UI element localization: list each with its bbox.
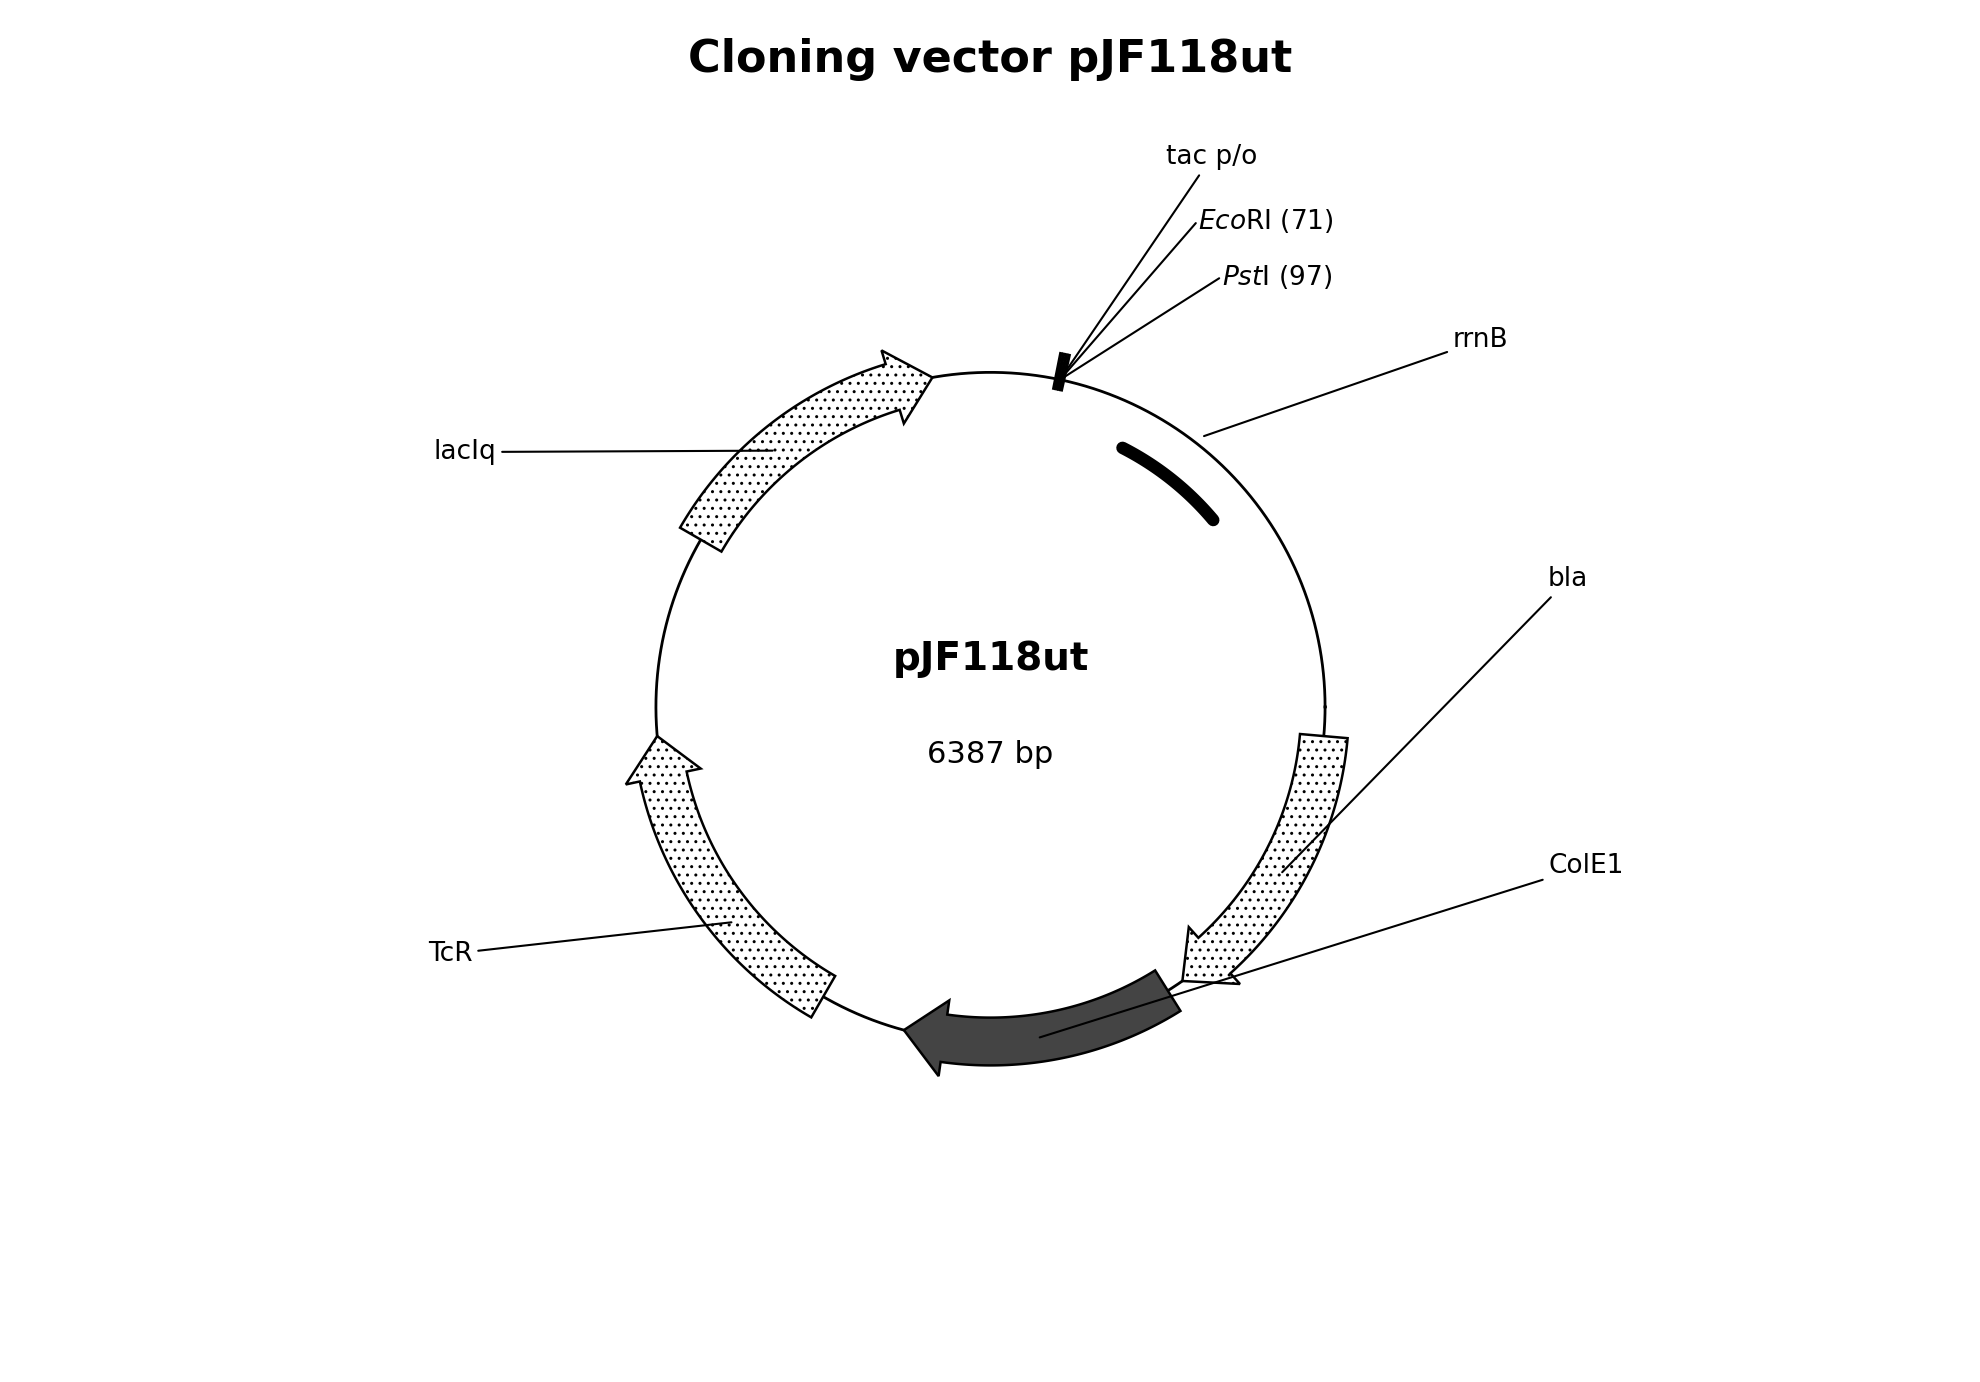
Text: $\it{Eco}$RI (71): $\it{Eco}$RI (71)	[1198, 207, 1333, 235]
Text: $\it{Pst}$I (97): $\it{Pst}$I (97)	[1222, 263, 1331, 290]
Text: lacIq: lacIq	[434, 439, 772, 464]
Text: tac p/o: tac p/o	[1061, 144, 1257, 377]
Text: rrnB: rrnB	[1204, 328, 1507, 437]
Text: TcR: TcR	[428, 922, 731, 967]
Text: pJF118ut: pJF118ut	[891, 640, 1089, 679]
Polygon shape	[1182, 734, 1346, 984]
Text: 6387 bp: 6387 bp	[927, 741, 1053, 770]
Polygon shape	[679, 351, 933, 551]
Text: bla: bla	[1281, 567, 1588, 872]
Polygon shape	[626, 737, 836, 1017]
Polygon shape	[903, 970, 1180, 1077]
Text: Cloning vector pJF118ut: Cloning vector pJF118ut	[687, 37, 1293, 80]
Text: ColE1: ColE1	[1040, 853, 1624, 1038]
